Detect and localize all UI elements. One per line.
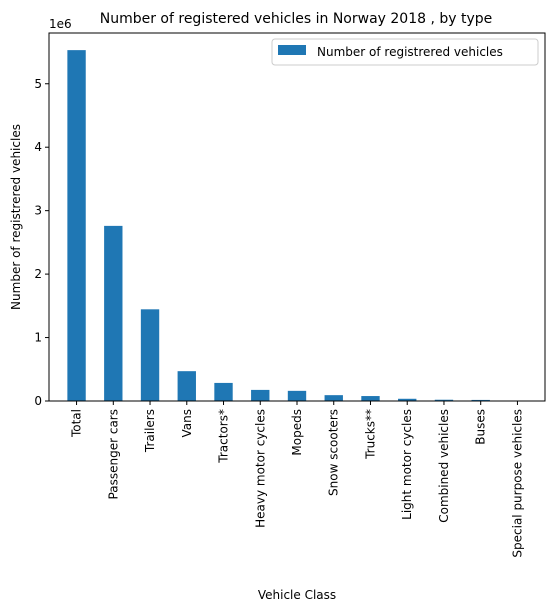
x-axis-label: Vehicle Class: [258, 588, 336, 602]
chart-title: Number of registered vehicles in Norway …: [100, 11, 493, 27]
bar: [67, 50, 86, 401]
y-offset-text: 1e6: [49, 17, 72, 31]
bar: [471, 399, 490, 401]
x-axis: Total Passenger cars Trailers Vans Tractors*…: [70, 401, 524, 558]
x-tick-label: Trailers: [143, 409, 157, 453]
bar: [214, 382, 233, 401]
y-axis-label: Number of registrered vehicles: [9, 124, 23, 310]
x-tick-label: Buses: [474, 409, 488, 445]
x-tick-label: Light motor cycles: [400, 409, 414, 520]
legend: Number of registrered vehicles: [271, 38, 539, 66]
y-tick-label: 0: [34, 394, 42, 408]
bar: [434, 399, 454, 401]
x-tick-label: Snow scooters: [327, 409, 341, 496]
y-tick-label: 4: [34, 140, 42, 154]
x-tick-label: Trucks**: [363, 409, 377, 460]
bar: [361, 396, 380, 401]
bar-series: [67, 50, 527, 401]
legend-box: [271, 38, 539, 66]
x-tick-label: Heavy motor cycles: [253, 409, 267, 528]
y-tick-label: 2: [34, 267, 42, 281]
legend-swatch: [278, 45, 306, 55]
y-tick-label: 3: [34, 204, 42, 218]
x-tick-label: Tractors*: [217, 409, 231, 464]
bar: [140, 309, 160, 401]
bar: [177, 371, 196, 401]
y-tick-label: 1: [34, 331, 42, 345]
bar: [251, 389, 270, 401]
bar: [287, 390, 307, 401]
plot-frame: [48, 32, 546, 402]
bar: [398, 398, 417, 401]
bar: [324, 395, 343, 401]
x-tick-label: Total: [70, 409, 84, 438]
y-axis: 0 1 2 3 4 5: [34, 77, 49, 408]
legend-label: Number of registrered vehicles: [317, 45, 503, 59]
x-tick-label: Vans: [180, 409, 194, 438]
bar: [104, 225, 123, 401]
x-tick-label: Passenger cars: [106, 409, 120, 499]
x-tick-label: Special purpose vehicles: [510, 409, 524, 558]
x-tick-label: Combined vehicles: [437, 409, 451, 523]
y-tick-label: 5: [34, 77, 42, 91]
x-tick-label: Mopeds: [290, 409, 304, 456]
